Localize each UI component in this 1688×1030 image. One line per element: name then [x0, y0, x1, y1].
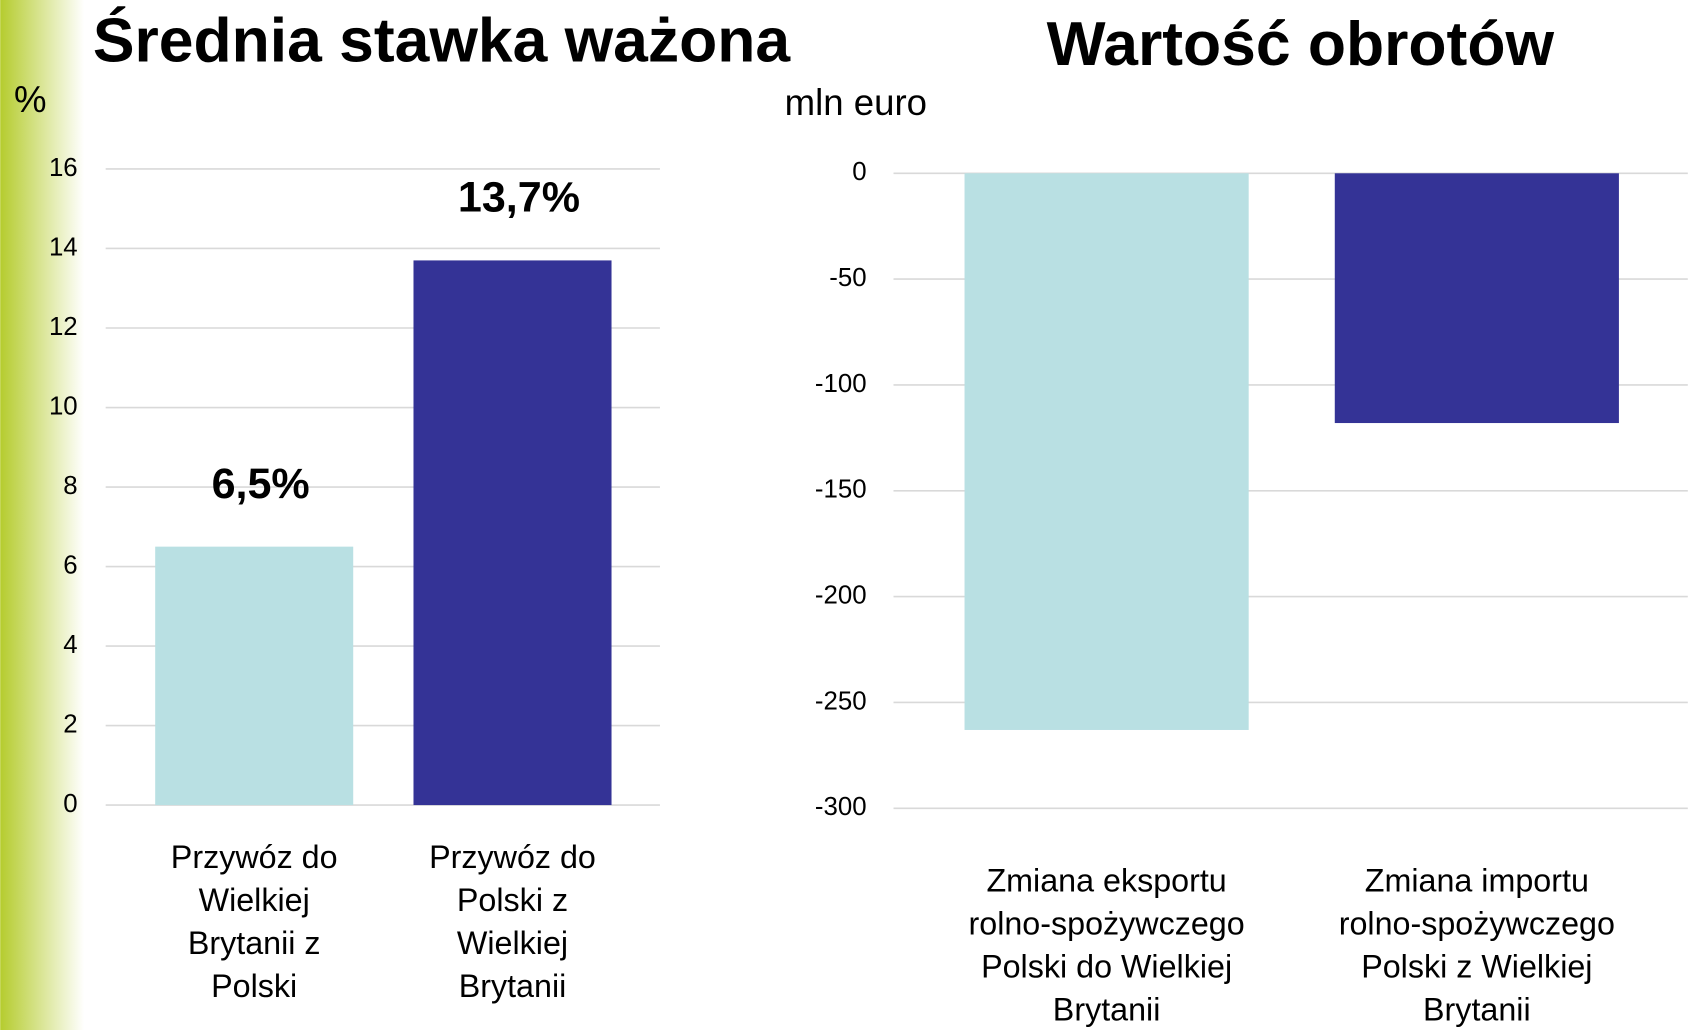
- y-tick-label: 10: [49, 392, 78, 420]
- y-tick-label: 12: [49, 313, 78, 341]
- y-tick-label: 0: [852, 158, 866, 186]
- bar: [964, 173, 1249, 730]
- y-tick-label: 4: [63, 631, 77, 659]
- x-tick-label: Przywóz do Polski z Wielkiej Brytanii: [429, 838, 596, 1003]
- chart-title: Średnia stawka ważona: [93, 6, 791, 76]
- y-tick-label: 2: [63, 710, 77, 738]
- y-tick-label: 14: [49, 233, 78, 261]
- value-label: 6,5%: [212, 460, 310, 508]
- y-tick-label: -300: [815, 793, 867, 821]
- bar: [413, 260, 612, 806]
- x-tick-label: Zmiana importu rolno-spożywczego Polski z …: [1339, 862, 1615, 1027]
- y-tick-label: 6: [63, 551, 77, 579]
- x-tick-label: Zmiana eksportu rolno-spożywczego Polski d…: [969, 862, 1245, 1027]
- y-tick-label: -50: [829, 264, 866, 292]
- y-tick-label: 16: [49, 154, 78, 182]
- y-tick-label: 0: [63, 790, 77, 818]
- x-tick-label: Przywóz do Wielkiej Brytanii z Polski: [171, 838, 338, 1003]
- chart-title: Wartość obrotów: [1047, 9, 1555, 79]
- y-axis-label: %: [14, 79, 47, 120]
- y-axis-label: mln euro: [785, 82, 927, 123]
- bar: [1334, 173, 1619, 424]
- y-tick-label: -100: [815, 370, 867, 398]
- y-tick-label: -200: [815, 581, 867, 609]
- value-label: 13,7%: [458, 174, 580, 222]
- y-tick-label: 8: [63, 472, 77, 500]
- bar: [155, 546, 354, 806]
- y-tick-label: -250: [815, 687, 867, 715]
- side-strip: [0, 0, 85, 1030]
- y-tick-label: -150: [815, 476, 867, 504]
